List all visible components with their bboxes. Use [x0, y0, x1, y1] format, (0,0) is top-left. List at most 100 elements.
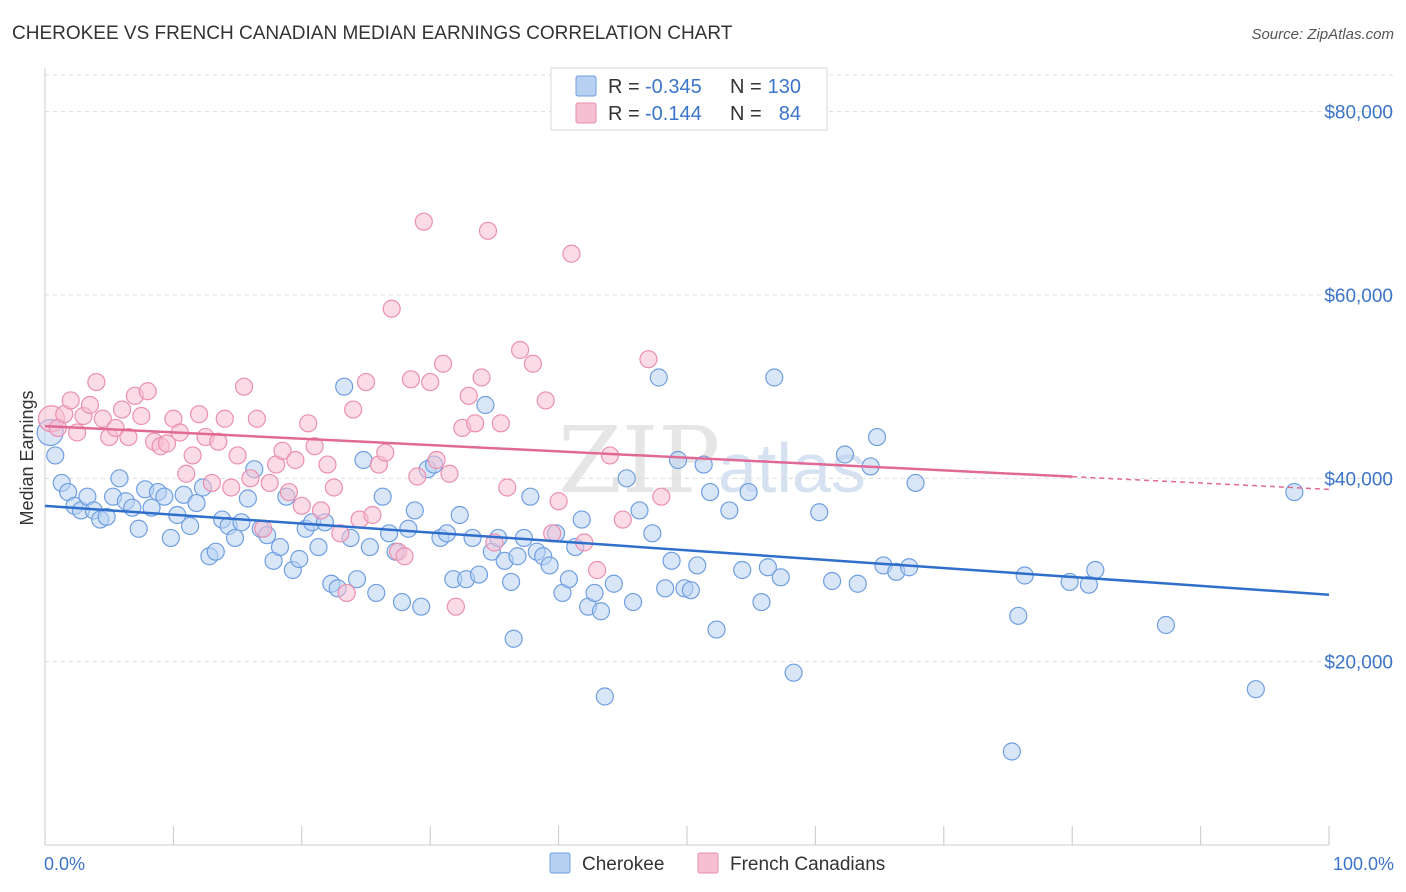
series-legend: Cherokee French Canadians: [549, 852, 885, 875]
french-canadians-point: [472, 368, 491, 387]
cherokee-point: [373, 487, 392, 506]
y-tick-labels: $20,000 $40,000 $60,000 $80,000: [1324, 103, 1393, 674]
cherokee-point: [174, 485, 193, 504]
legend-r-value-cherokee: -0.345: [645, 76, 702, 98]
y-tick-label: $20,000: [1324, 653, 1393, 674]
french-canadians-point: [478, 221, 498, 240]
legend-r-label-french: R =: [608, 103, 640, 125]
chart-title: CHEROKEE VS FRENCH CANADIAN MEDIAN EARNI…: [12, 23, 733, 44]
y-tick-label: $80,000: [1324, 103, 1393, 124]
cherokee-point: [187, 493, 206, 513]
french-canadians-trend-line: [44, 424, 1073, 478]
french-canadians-point: [61, 391, 80, 410]
french-canadians-point: [222, 478, 241, 497]
french-canadians-point: [331, 524, 350, 543]
cherokee-point: [1009, 606, 1028, 625]
y-axis-label: Median Earnings: [17, 390, 37, 525]
cherokee-point: [270, 537, 290, 557]
legend-n-label-cherokee: N =: [730, 76, 762, 98]
legend-r-label-cherokee: R =: [608, 76, 640, 98]
french-canadians-point: [562, 244, 581, 263]
cherokee-point: [1156, 615, 1176, 635]
french-canadians-point: [466, 414, 485, 433]
chart-source: Source: ZipAtlas.com: [1251, 26, 1394, 43]
cherokee-point: [1015, 566, 1034, 585]
french-canadians-point: [549, 492, 568, 511]
cherokee-point: [752, 592, 771, 612]
series-french-canadians-points: [37, 212, 671, 616]
cherokee-point: [161, 528, 180, 548]
french-canadians-point: [305, 437, 324, 456]
bottom-legend-label-cherokee: Cherokee: [582, 854, 664, 875]
legend-r-value-french: -0.144: [645, 103, 702, 125]
cherokee-point: [630, 501, 649, 520]
cherokee-point: [180, 516, 200, 536]
cherokee-point: [662, 551, 681, 570]
cherokee-point: [604, 574, 623, 593]
cherokee-point: [701, 482, 720, 502]
cherokee-point: [110, 469, 129, 488]
cherokee-point: [354, 450, 373, 470]
cherokee-point: [649, 368, 668, 387]
french-canadians-point: [543, 524, 562, 543]
french-canadians-point: [639, 350, 658, 369]
cherokee-point: [290, 549, 309, 569]
cherokee-point: [392, 592, 412, 612]
french-canadians-trend-line-extension: [1072, 475, 1330, 491]
french-canadians-point: [427, 450, 446, 470]
cherokee-point: [591, 602, 611, 621]
french-canadians-point: [376, 443, 395, 462]
cherokee-point: [97, 507, 116, 526]
cherokee-point: [623, 592, 643, 612]
cherokee-point: [504, 629, 523, 648]
legend-n-value-french: 84: [779, 103, 801, 125]
cherokee-point: [688, 556, 707, 575]
french-canadians-point: [299, 414, 318, 433]
french-canadians-point: [363, 505, 382, 525]
cherokee-point: [232, 513, 251, 532]
cherokee-point: [309, 537, 328, 557]
french-canadians-point: [177, 464, 196, 483]
cherokee-point: [668, 450, 688, 470]
french-canadians-point: [356, 372, 376, 392]
cherokee-point: [707, 620, 726, 639]
watermark-zip: ZIP: [558, 407, 720, 514]
french-canadians-point: [241, 469, 260, 488]
french-canadians-point: [311, 501, 331, 520]
cherokee-point: [399, 519, 418, 538]
cherokee-point: [835, 445, 855, 464]
french-canadians-point: [344, 400, 363, 419]
french-canadians-point: [414, 212, 433, 231]
cherokee-point: [1086, 560, 1105, 580]
cherokee-point: [405, 501, 424, 520]
french-canadians-point: [215, 409, 234, 428]
french-canadians-point: [324, 478, 343, 497]
french-canadians-point: [202, 473, 222, 493]
cherokee-point: [450, 505, 469, 525]
cherokee-point: [822, 571, 842, 591]
french-canadians-point: [523, 354, 543, 373]
french-canadians-point: [652, 487, 671, 506]
cherokee-point: [559, 570, 578, 589]
cherokee-point: [617, 469, 636, 488]
legend-swatch-french-canadians: [575, 102, 597, 124]
cherokee-point: [681, 581, 700, 600]
cherokee-point: [694, 455, 713, 474]
grid-lines: [45, 74, 1394, 663]
french-canadians-point: [93, 409, 112, 428]
french-canadians-point: [189, 405, 209, 424]
french-canadians-point: [440, 464, 459, 483]
cherokee-trend-line: [44, 504, 1330, 596]
cherokee-point: [521, 487, 540, 506]
y-tick-label: $60,000: [1324, 286, 1393, 307]
trend-lines: [44, 424, 1330, 596]
legend-n-label-french: N =: [730, 103, 762, 125]
french-canadians-point: [318, 455, 337, 474]
french-canadians-point: [498, 478, 517, 497]
french-canadians-point: [112, 400, 132, 419]
cherokee-point: [758, 558, 777, 577]
cherokee-point: [643, 524, 662, 543]
french-canadians-point: [247, 409, 266, 428]
bottom-legend-label-french-canadians: French Canadians: [730, 854, 885, 875]
french-canadians-point: [613, 510, 632, 529]
